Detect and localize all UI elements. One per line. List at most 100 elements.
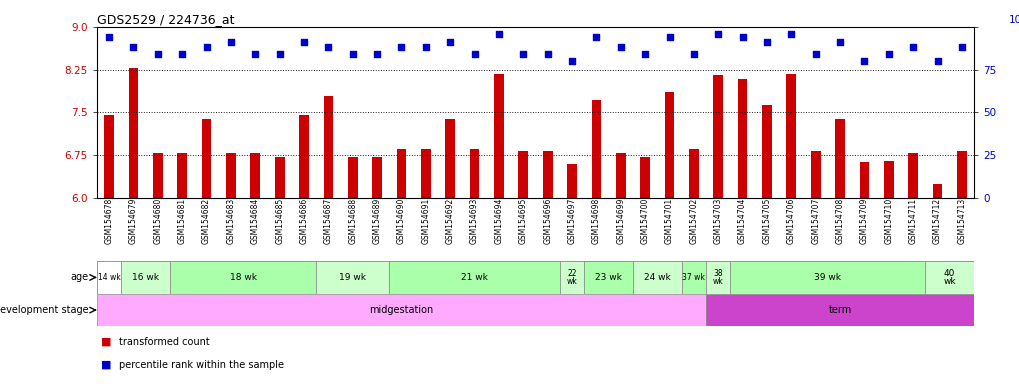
Text: GSM154705: GSM154705 [762,198,770,244]
Text: 18 wk: 18 wk [229,273,257,282]
Bar [761,106,771,198]
Point [271,51,287,57]
Text: GSM154704: GSM154704 [738,198,746,244]
Text: 38
wk: 38 wk [712,269,722,286]
Text: GSM154689: GSM154689 [372,198,381,244]
Bar [389,261,559,294]
Bar [615,153,625,198]
Point [758,39,774,45]
Point [490,31,506,37]
Bar [542,151,552,198]
Bar [681,261,705,294]
Bar [251,153,260,198]
Point [101,34,117,40]
Bar [323,96,333,198]
Text: age: age [70,272,89,283]
Text: 16 wk: 16 wk [132,273,159,282]
Point [198,44,215,50]
Text: GSM154686: GSM154686 [300,198,308,244]
Point [660,34,677,40]
Point [515,51,531,57]
Text: percentile rank within the sample: percentile rank within the sample [118,360,283,370]
Bar [567,164,577,198]
Text: term: term [827,305,851,315]
Point [856,58,872,64]
Bar [274,157,284,198]
Text: ■: ■ [101,337,112,347]
Point [393,44,410,50]
Bar [170,261,316,294]
Bar [705,261,730,294]
Bar [712,75,722,198]
Text: 14 wk: 14 wk [98,273,120,282]
Point [612,44,629,50]
Text: GSM154710: GSM154710 [883,198,893,244]
Text: GSM154682: GSM154682 [202,198,211,244]
Text: GSM154697: GSM154697 [567,198,576,244]
Text: GSM154698: GSM154698 [591,198,600,244]
Text: GSM154711: GSM154711 [908,198,917,244]
Point [588,34,604,40]
Bar [737,79,747,198]
Text: GSM154683: GSM154683 [226,198,235,244]
Point [734,34,750,40]
Point [466,51,482,57]
Text: ■: ■ [101,360,112,370]
Text: GSM154707: GSM154707 [810,198,819,244]
Text: 21 wk: 21 wk [461,273,487,282]
Text: GSM154694: GSM154694 [494,198,503,244]
Bar [835,119,844,198]
Bar [299,115,309,198]
Point [418,44,434,50]
Bar [128,68,139,198]
Point [344,51,361,57]
Point [564,58,580,64]
Point [539,51,555,57]
Bar [931,184,942,198]
Bar [316,261,389,294]
Text: GSM154678: GSM154678 [105,198,113,244]
Text: 39 wk: 39 wk [813,273,841,282]
Bar [689,149,698,198]
Point [783,31,799,37]
Bar [153,153,163,198]
Text: 23 wk: 23 wk [594,273,622,282]
Text: GSM154691: GSM154691 [421,198,430,244]
Text: GSM154701: GSM154701 [664,198,674,244]
Point [904,44,920,50]
Bar [177,153,186,198]
Text: GSM154684: GSM154684 [251,198,260,244]
Bar [730,261,924,294]
Text: GSM154713: GSM154713 [957,198,965,244]
Point [953,44,969,50]
Text: transformed count: transformed count [118,337,209,347]
Point [174,51,191,57]
Bar [584,261,633,294]
Bar [883,161,893,198]
Point [296,39,312,45]
Bar [705,294,973,326]
Point [709,31,726,37]
Bar [445,119,454,198]
Text: GSM154695: GSM154695 [519,198,527,244]
Text: development stage: development stage [0,305,89,315]
Bar [633,261,681,294]
Bar [518,151,528,198]
Text: GSM154679: GSM154679 [128,198,138,244]
Point [369,51,385,57]
Text: GSM154699: GSM154699 [615,198,625,244]
Bar [97,294,705,326]
Point [879,51,896,57]
Point [807,51,823,57]
Point [150,51,166,57]
Bar [469,149,479,198]
Text: 37 wk: 37 wk [682,273,704,282]
Bar [810,151,820,198]
Text: GSM154681: GSM154681 [177,198,186,244]
Bar [956,151,966,198]
Text: GSM154703: GSM154703 [713,198,722,244]
Point [832,39,848,45]
Text: GSM154709: GSM154709 [859,198,868,244]
Text: GSM154680: GSM154680 [153,198,162,244]
Text: midgestation: midgestation [369,305,433,315]
